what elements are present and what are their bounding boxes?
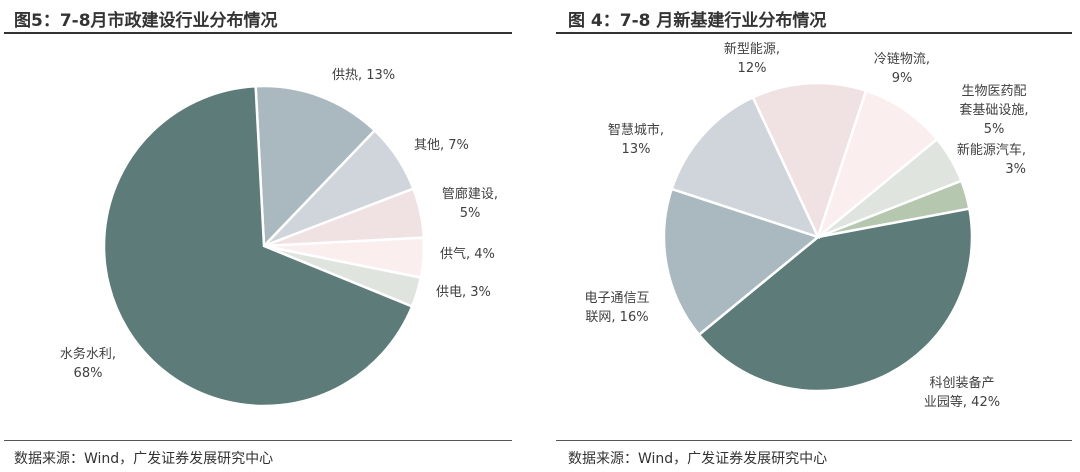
label-line: 5% xyxy=(983,122,1005,137)
label-新能源汽车: 新能源汽车, 3% xyxy=(940,141,1026,179)
right-pie xyxy=(662,81,974,393)
right-bottom-rule xyxy=(556,440,1072,441)
label-line: 13% xyxy=(621,142,651,157)
label-line: 电子通信互 xyxy=(584,291,650,306)
label-line: 12% xyxy=(737,61,767,76)
label-line: 新型能源, xyxy=(723,42,781,57)
label-line: 生物医药配 xyxy=(961,84,1027,99)
label-line: 9% xyxy=(891,71,913,86)
label-line: 科创装备产 xyxy=(929,376,995,391)
label-line: 套基础设施, xyxy=(959,103,1029,118)
label-line: 新能源汽车, xyxy=(956,143,1026,158)
pie-slice-水务水利 xyxy=(102,84,414,408)
left-pie xyxy=(102,84,426,408)
label-管廊建设: 管廊建设, 5% xyxy=(432,185,508,223)
label-line: 管廊建设, xyxy=(441,187,499,202)
label-生物医药配套基础设施: 生物医药配套基础设施, 5% xyxy=(944,82,1044,139)
label-line: 智慧城市, xyxy=(607,123,665,138)
right-chart-title: 图 4：7-8 月新基建行业分布情况 xyxy=(568,11,827,31)
label-供热: 供热, 13% xyxy=(332,68,396,83)
label-新型能源: 新型能源, 12% xyxy=(712,40,792,78)
label-其他: 其他, 7% xyxy=(414,138,469,153)
label-电子通信互联网: 电子通信互联网, 16% xyxy=(572,289,662,327)
label-智慧城市: 智慧城市, 13% xyxy=(596,121,676,159)
label-line: 68% xyxy=(73,366,103,381)
right-source: 数据来源：Wind，广发证券发展研究中心 xyxy=(568,451,828,467)
left-chart-title: 图5：7-8月市政建设行业分布情况 xyxy=(14,11,278,31)
left-source: 数据来源：Wind，广发证券发展研究中心 xyxy=(14,451,274,467)
pie-slice-智慧城市 xyxy=(670,95,821,240)
pie-slice-新型能源 xyxy=(751,81,868,241)
left-bottom-rule xyxy=(4,440,512,441)
label-line: 水务水利, xyxy=(59,347,117,362)
label-供气: 供气, 4% xyxy=(440,247,495,262)
label-line: 联网, 16% xyxy=(585,310,649,325)
label-冷链物流: 冷链物流, 9% xyxy=(862,50,942,88)
right-title-rule xyxy=(556,32,1072,34)
pie-slice-冷链物流 xyxy=(815,89,939,241)
pie-slice-科创装备产业园等 xyxy=(697,207,974,393)
label-科创装备产业园等: 科创装备产业园等, 42% xyxy=(912,374,1012,412)
left-title-rule xyxy=(4,32,512,34)
pie-slice-供热 xyxy=(254,84,377,249)
label-水务水利: 水务水利, 68% xyxy=(50,345,126,383)
label-供电: 供电, 3% xyxy=(436,285,491,300)
label-line: 5% xyxy=(459,206,481,221)
label-line: 业园等, 42% xyxy=(923,395,1001,410)
label-line: 冷链物流, xyxy=(873,52,931,67)
label-line: 3% xyxy=(1005,162,1026,177)
